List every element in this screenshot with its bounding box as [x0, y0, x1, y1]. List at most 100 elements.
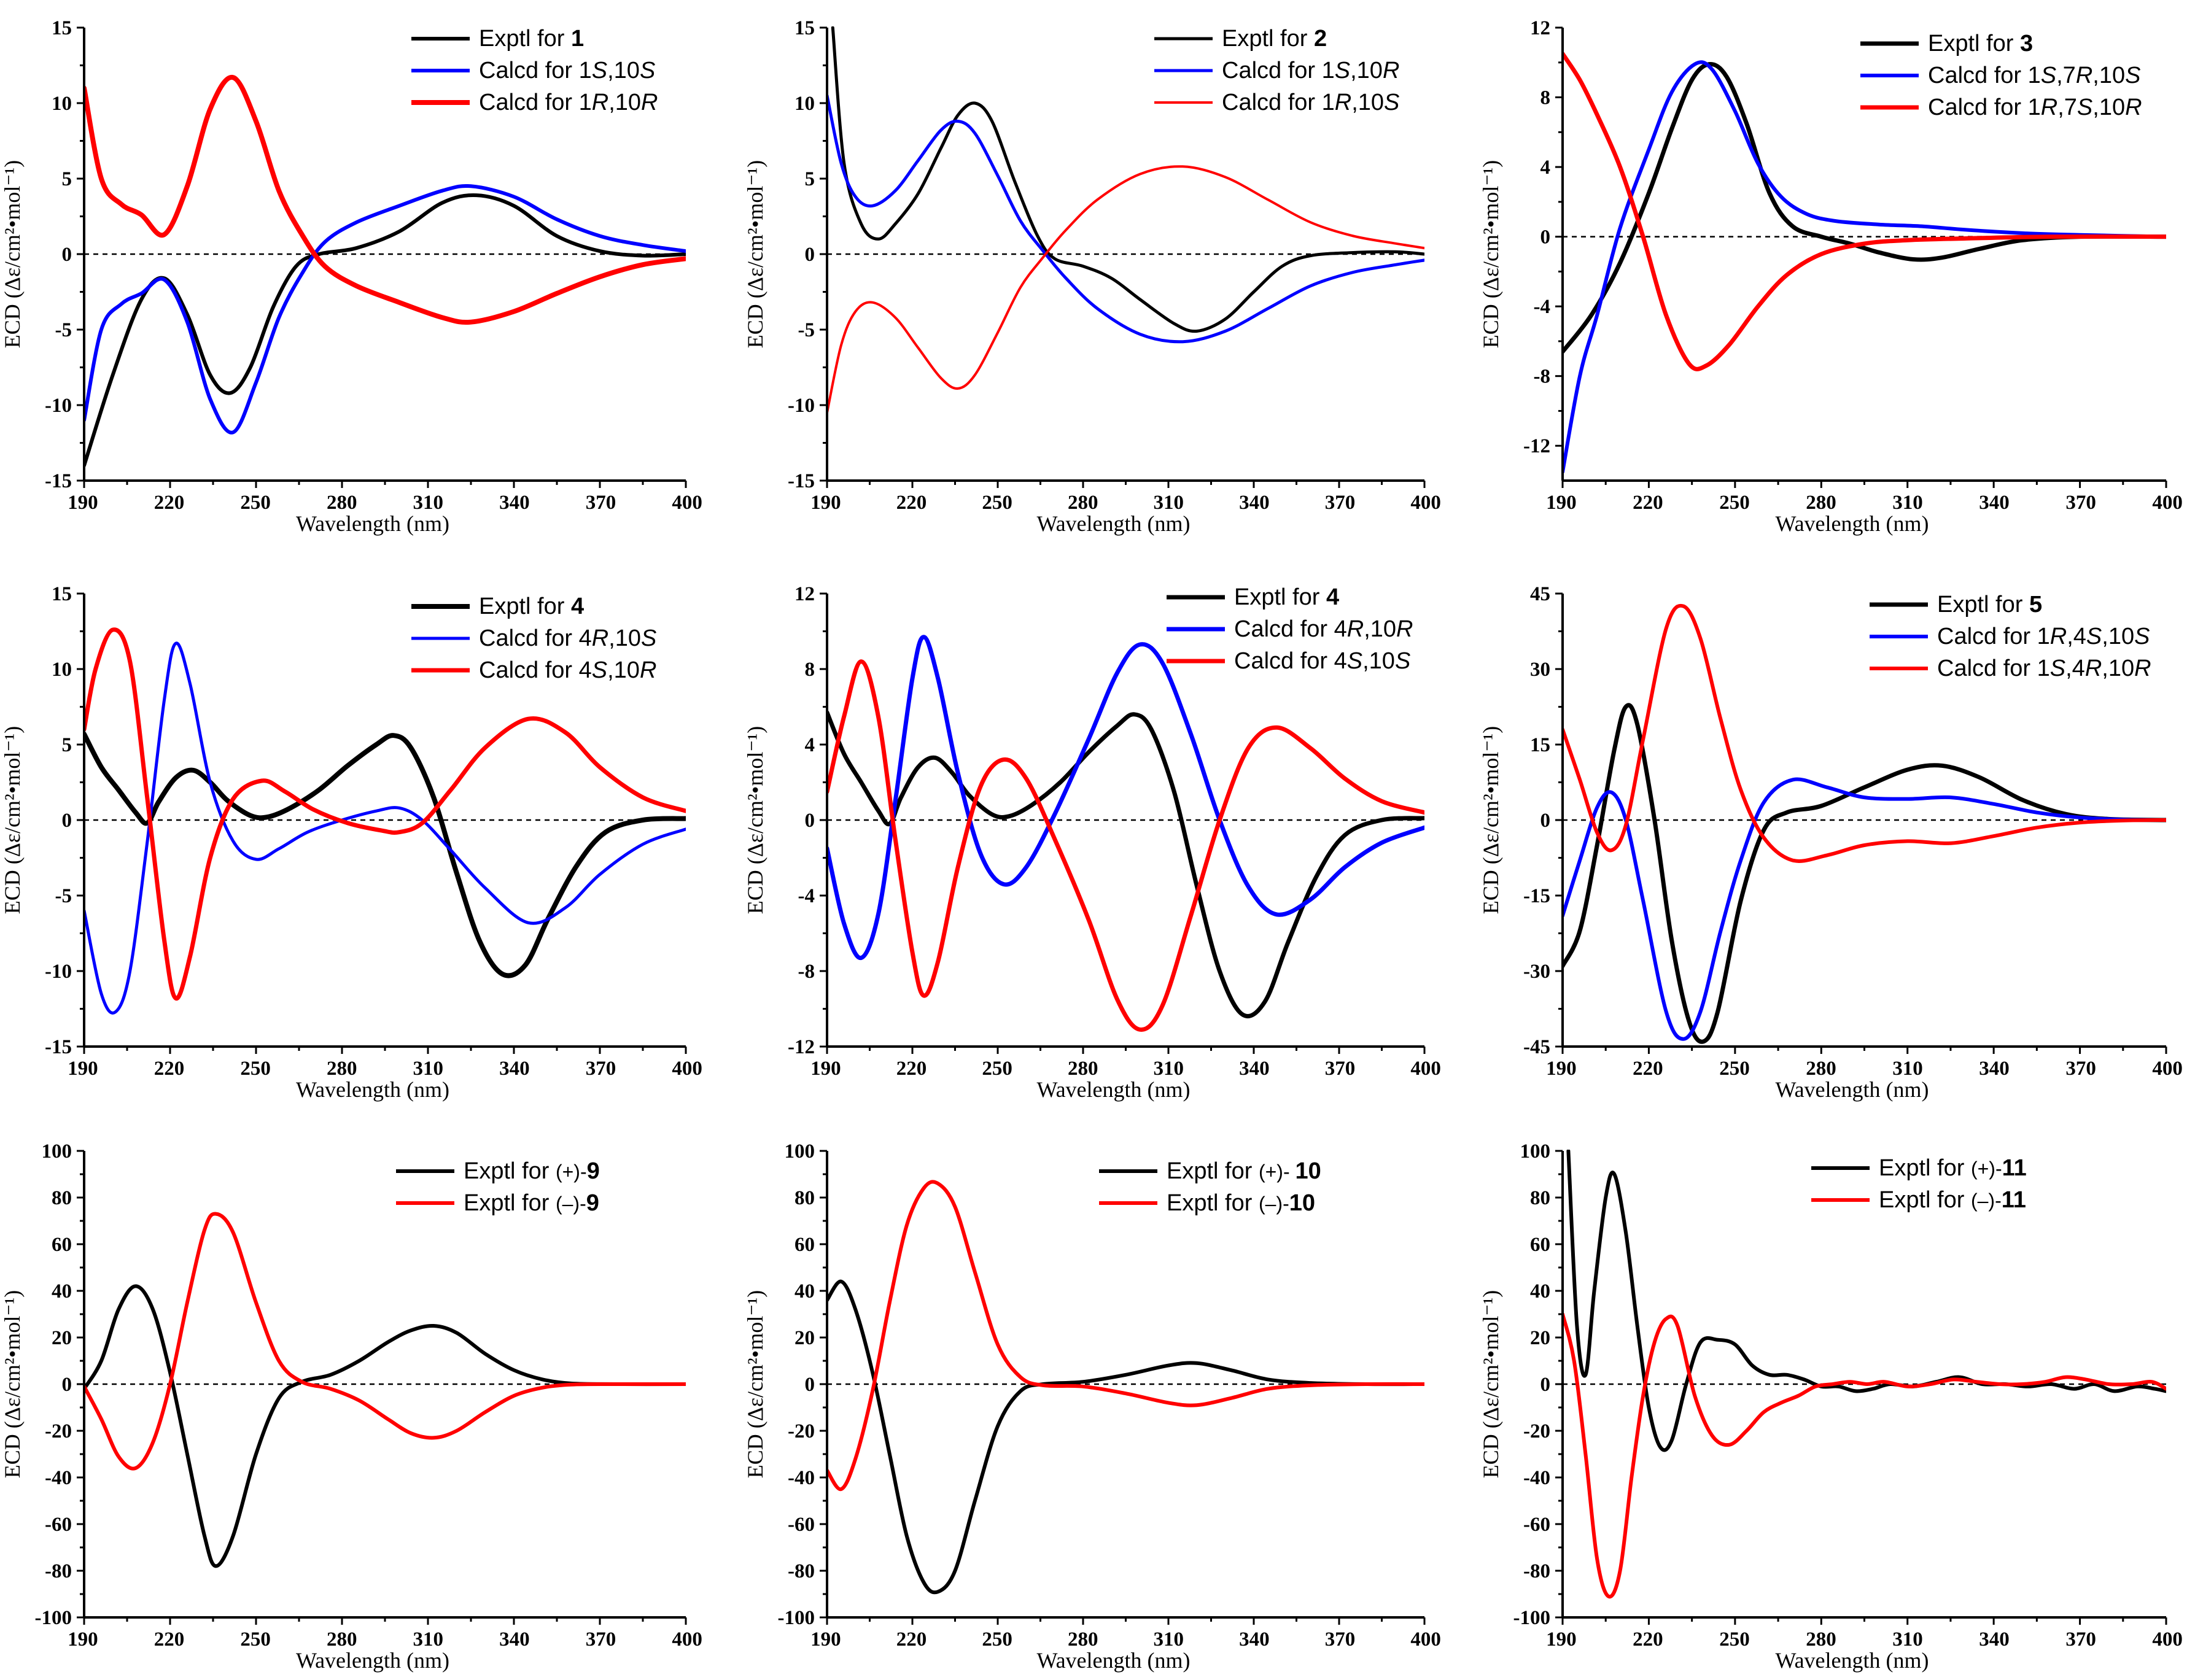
- x-tick-label: 400: [2152, 1628, 2183, 1651]
- y-tick-label: -40: [788, 1467, 815, 1489]
- y-tick-label: 15: [52, 17, 72, 39]
- x-tick-label: 220: [154, 492, 185, 514]
- y-tick-label: 100: [42, 1140, 72, 1163]
- legend-label-2: Calcd for 1S,10S: [479, 58, 655, 83]
- y-tick-label: -20: [45, 1420, 72, 1442]
- x-tick-label: 340: [1239, 492, 1270, 514]
- series-line-3: [84, 75, 686, 325]
- y-tick-label: -4: [1534, 296, 1551, 318]
- y-tick-label: 100: [1520, 1140, 1551, 1163]
- x-tick-label: 340: [1979, 1628, 2010, 1651]
- y-tick-label: -20: [1523, 1420, 1550, 1442]
- y-tick-label: -8: [798, 961, 815, 983]
- x-tick-label: 370: [1325, 492, 1356, 514]
- series-line-3: [827, 165, 1424, 414]
- y-tick-label: 0: [1540, 1374, 1551, 1396]
- y-tick-label: -15: [1523, 885, 1550, 907]
- x-tick-label: 190: [68, 1628, 98, 1651]
- x-tick-label: 370: [1325, 1058, 1356, 1080]
- legend-label-1: Exptl for (+)- 10: [1167, 1158, 1321, 1184]
- legend-label-2: Calcd for 1S,7R,10S: [1928, 63, 2140, 88]
- ecd-chart-panel-1: 190 220 250 280 310 340 370 400 -15 -10 -5 0 5 10 15 Wa…: [0, 17, 702, 536]
- legend: Exptl for (+)-11 Exptl for (–)-11: [1811, 1155, 2027, 1213]
- y-tick-label: -15: [45, 1036, 72, 1058]
- y-tick-label: -10: [45, 395, 72, 417]
- x-tick-label: 250: [1719, 1058, 1750, 1080]
- y-tick-label: 8: [805, 659, 815, 681]
- x-tick-label: 280: [1068, 492, 1098, 514]
- x-tick-label: 370: [2065, 492, 2096, 514]
- series-line-2: [1563, 60, 2166, 474]
- y-tick-label: -30: [1523, 961, 1550, 983]
- x-tick-label: 310: [1892, 1058, 1923, 1080]
- series-line-2: [827, 635, 1424, 960]
- series-line-1: [1566, 1150, 2166, 1452]
- legend-label-1: Exptl for (+)-9: [464, 1158, 600, 1184]
- series-line-2: [84, 1212, 686, 1471]
- legend-label-3: Calcd for 4S,10R: [479, 657, 656, 683]
- y-tick-label: 40: [1530, 1280, 1550, 1303]
- y-tick-label: 4: [1540, 157, 1551, 179]
- legend-label-1: Exptl for 4: [479, 594, 584, 619]
- y-axis-title: ECD (Δε/cm²•mol⁻¹): [0, 1290, 25, 1478]
- y-tick-label: -8: [1534, 366, 1551, 388]
- x-tick-label: 310: [1154, 492, 1184, 514]
- x-tick-label: 280: [327, 1058, 357, 1080]
- y-tick-label: 0: [62, 810, 72, 832]
- x-axis-title: Wavelength (nm): [1775, 1648, 1929, 1673]
- x-tick-label: 340: [499, 1058, 530, 1080]
- legend-label-2: Calcd for 1S,10R: [1222, 58, 1399, 83]
- x-tick-label: 280: [1806, 1058, 1836, 1080]
- x-tick-label: 250: [240, 1628, 271, 1651]
- y-tick-label: -15: [788, 470, 815, 492]
- x-tick-label: 400: [1410, 1628, 1441, 1651]
- x-tick-label: 250: [982, 492, 1012, 514]
- y-tick-label: 60: [52, 1234, 72, 1256]
- y-tick-label: -60: [788, 1514, 815, 1536]
- ecd-chart-panel-2: 190 220 250 280 310 340 370 400 -15 -10 -5 0 5 10 15 Wa…: [743, 17, 1441, 536]
- legend: Exptl for 4 Calcd for 4R,10R Calcd for 4S,…: [1167, 584, 1413, 674]
- y-tick-label: -4: [798, 885, 815, 907]
- y-tick-label: -60: [1523, 1514, 1550, 1536]
- x-axis-title: Wavelength (nm): [1036, 1648, 1190, 1673]
- y-tick-label: -80: [45, 1560, 72, 1582]
- y-tick-label: 8: [1540, 87, 1551, 109]
- y-tick-label: 0: [805, 810, 815, 832]
- legend-label-2: Exptl for (–)-10: [1167, 1190, 1315, 1216]
- y-axis-title: ECD (Δε/cm²•mol⁻¹): [0, 160, 25, 348]
- ecd-chart-panel-6: 190 220 250 280 310 340 370 400 -45 -30 -15 0 15 30 45…: [1478, 583, 2183, 1102]
- y-tick-label: -80: [788, 1560, 815, 1582]
- legend-label-2: Exptl for (–)-9: [464, 1190, 599, 1216]
- y-tick-label: 45: [1530, 583, 1550, 605]
- series-line-3: [827, 659, 1424, 1032]
- x-tick-label: 400: [2152, 492, 2183, 514]
- x-tick-label: 190: [810, 1628, 841, 1651]
- legend-label-1: Exptl for 4: [1234, 584, 1339, 610]
- x-tick-label: 220: [896, 1058, 927, 1080]
- x-tick-label: 190: [68, 1058, 98, 1080]
- legend-label-1: Exptl for (+)-11: [1879, 1155, 2027, 1181]
- legend-label-1: Exptl for 5: [1937, 592, 2042, 617]
- y-tick-label: -80: [1523, 1560, 1550, 1582]
- y-tick-label: -100: [35, 1607, 72, 1629]
- legend-label-2: Calcd for 4R,10R: [1234, 616, 1413, 642]
- legend-label-2: Calcd for 4R,10S: [479, 625, 656, 651]
- y-tick-label: 20: [794, 1327, 815, 1349]
- ecd-chart-panel-9: 190 220 250 280 310 340 370 400-100-80-60-40-20…: [1478, 1140, 2183, 1673]
- x-tick-label: 220: [154, 1058, 185, 1080]
- x-tick-label: 220: [896, 1628, 927, 1651]
- legend-label-2: Calcd for 1R,4S,10S: [1937, 624, 2150, 649]
- series-line-2: [84, 184, 686, 435]
- y-tick-label: -15: [45, 470, 72, 492]
- ecd-chart-panel-7: 190 220 250 280 310 340 370 400-100-80-60-40-20…: [0, 1140, 702, 1673]
- y-axis-title: ECD (Δε/cm²•mol⁻¹): [1478, 1290, 1503, 1478]
- y-tick-label: -12: [1523, 435, 1550, 457]
- x-tick-label: 370: [586, 1628, 616, 1651]
- y-tick-label: 40: [52, 1280, 72, 1303]
- y-tick-label: -45: [1523, 1036, 1550, 1058]
- y-tick-label: 60: [1530, 1234, 1550, 1256]
- y-tick-label: -20: [788, 1420, 815, 1442]
- series-line-1: [827, 710, 1424, 1019]
- y-tick-label: 80: [794, 1187, 815, 1209]
- y-tick-label: 10: [52, 659, 72, 681]
